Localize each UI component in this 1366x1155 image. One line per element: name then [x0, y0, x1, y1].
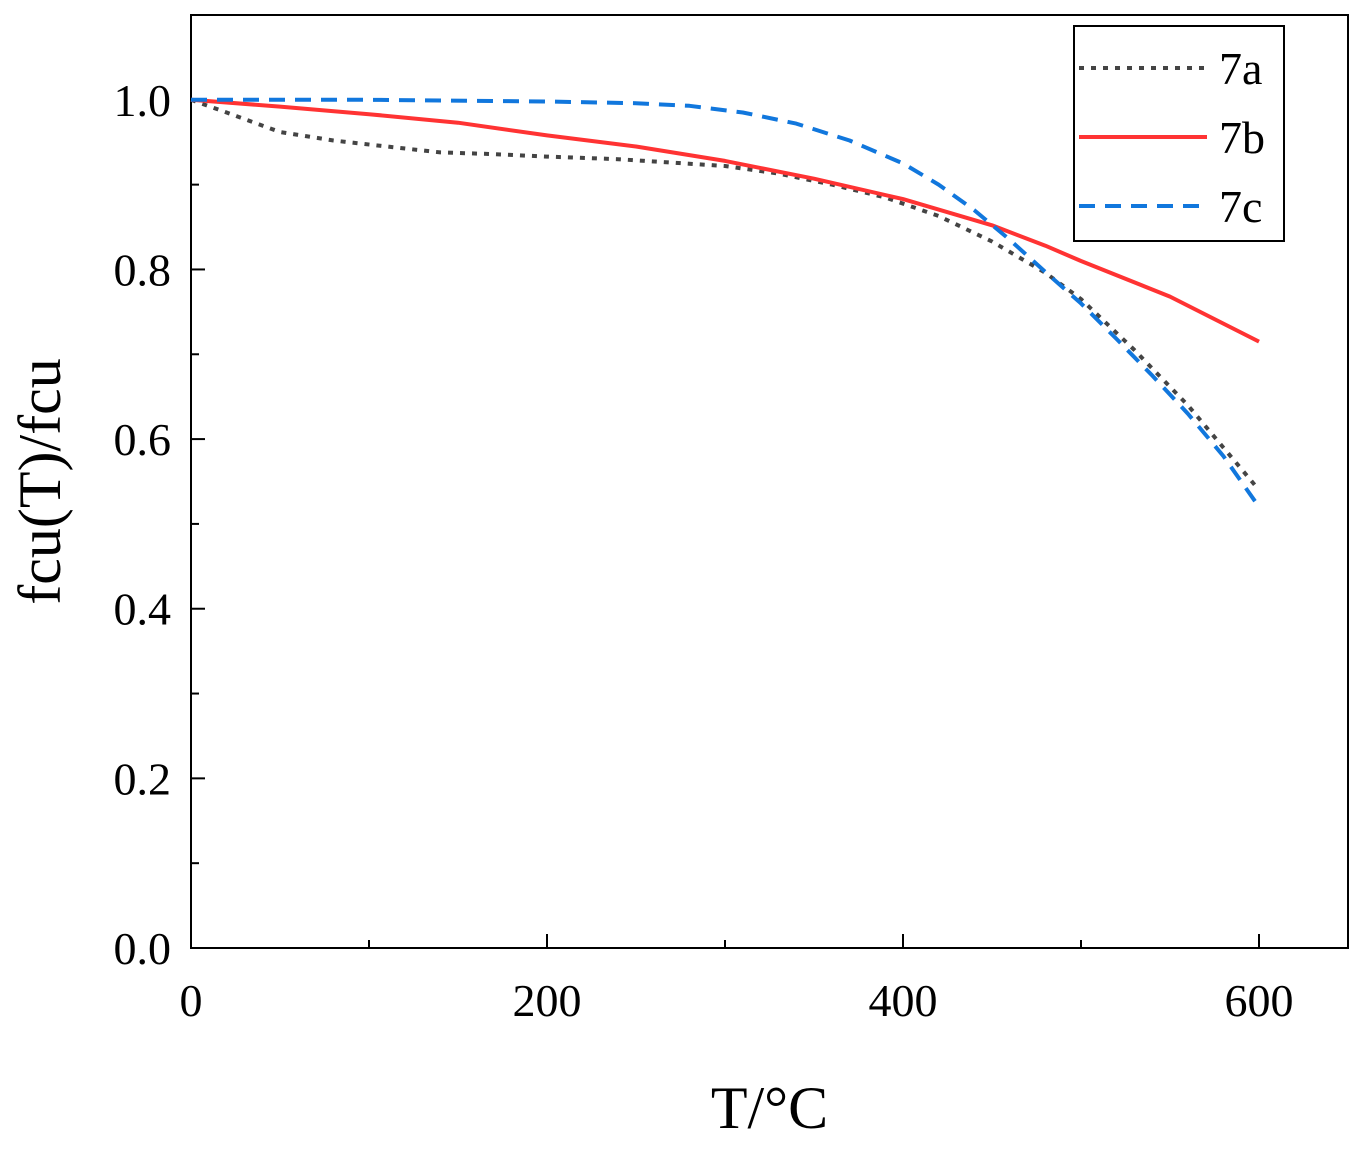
major-ticks — [190, 98, 1260, 949]
x-tick-label: 400 — [869, 975, 938, 1026]
x-axis-title: T/°C — [711, 1075, 828, 1141]
legend-label-7a: 7a — [1219, 43, 1262, 94]
y-axis-title: fcu(T)/fcu — [7, 358, 73, 605]
tick-labels: 0 200 400 600 0.0 0.2 0.4 0.6 0.8 1.0 — [114, 75, 1294, 1026]
y-tick-label: 0.2 — [114, 753, 172, 804]
series-lines — [190, 97, 1261, 509]
legend-label-7c: 7c — [1219, 181, 1262, 232]
series-line-7b — [190, 97, 1260, 344]
legend-label-7b: 7b — [1219, 112, 1265, 163]
y-tick-label: 0.4 — [114, 584, 172, 635]
minor-ticks — [191, 183, 1082, 948]
x-tick-label: 600 — [1225, 975, 1294, 1026]
x-tick-label: 0 — [180, 975, 203, 1026]
x-tick-label: 200 — [513, 975, 582, 1026]
y-tick-label: 0.6 — [114, 414, 172, 465]
plot-frame — [190, 14, 1349, 949]
series-line-7c — [191, 97, 1261, 509]
y-tick-label: 0.0 — [114, 923, 172, 974]
y-tick-label: 1.0 — [114, 75, 172, 126]
legend: 7a 7b 7c — [1073, 25, 1285, 242]
y-tick-label: 0.8 — [114, 244, 172, 295]
series-line-7a — [190, 97, 1261, 492]
